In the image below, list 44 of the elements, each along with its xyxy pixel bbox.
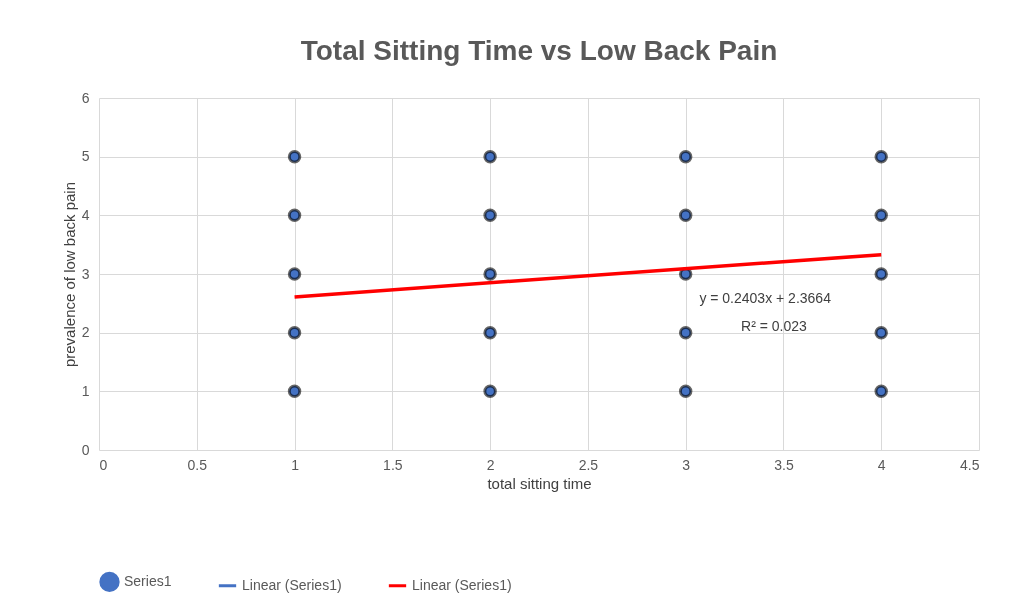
chart-title: Total Sitting Time vs Low Back Pain [300,35,778,66]
point [483,325,497,340]
x-tick-label: 2.5 [578,456,599,473]
point [678,149,693,164]
point [483,149,497,164]
point [874,267,888,281]
point [874,208,888,223]
point [287,149,302,164]
point [483,267,497,281]
legend-label: Series1 [124,572,172,589]
y-tick-label: 0 [81,441,90,458]
legend-label: Linear (Series1) [412,576,512,593]
point [483,208,497,223]
x-tick-label: 1.5 [383,456,403,473]
point [678,325,693,340]
x-tick-label: 4.5 [960,456,980,473]
point [874,325,888,340]
annotation: y = 0.2403x + 2.3664 [699,289,832,306]
point [874,149,888,164]
x-tick-label: 2 [486,456,495,473]
y-tick-label: 4 [81,206,90,223]
y-axis-title: prevalence of low back pain [60,181,78,368]
y-tick-label: 2 [81,324,90,341]
point [483,384,497,399]
x-tick-label: 1 [291,456,300,473]
point [874,384,888,399]
point [287,325,302,340]
x-tick-label: 4 [877,456,886,473]
y-tick-label: 3 [81,265,90,282]
point [287,384,302,399]
annotation: R² = 0.023 [741,317,808,334]
point [678,384,693,399]
y-tick-label: 6 [81,89,90,106]
point [678,208,693,223]
x-tick-label: 3 [682,456,691,473]
x-tick-label: 0.5 [187,456,208,473]
x-tick-label: 3.5 [774,456,794,473]
y-tick-label: 1 [81,382,90,399]
point [287,267,302,281]
legend-label: Linear (Series1) [242,576,342,593]
x-tick-label: 0 [99,456,108,473]
point [287,208,302,223]
y-tick-label: 5 [81,148,90,165]
x-axis-title: total sitting time [487,474,592,492]
